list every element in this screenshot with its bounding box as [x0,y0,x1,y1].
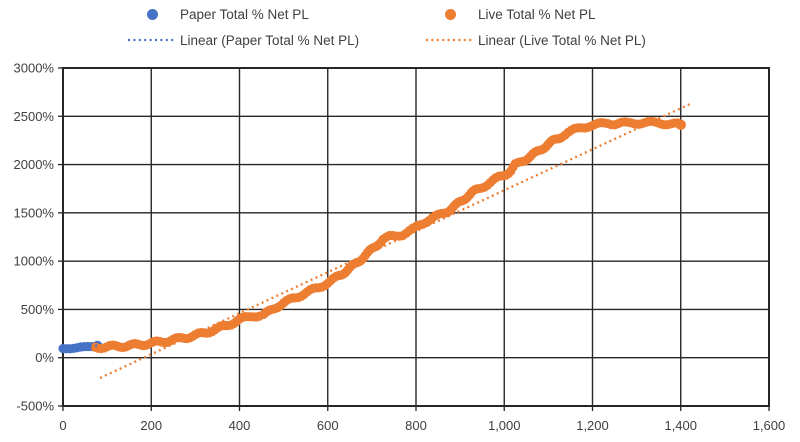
y-axis-tick-label: 3000% [14,61,55,76]
x-axis-tick-label: 200 [140,418,162,433]
legend-dot [444,8,456,20]
y-axis-tick-label: 1000% [14,254,55,269]
legend-marker-icon [425,7,475,21]
legend-marker-icon [127,7,177,21]
y-axis-tick-label: 500% [21,302,55,317]
y-axis-tick-label: 2500% [14,109,55,124]
legend-dash-sample [426,38,474,42]
x-axis-tick-label: 400 [229,418,251,433]
trendline-paper[interactable] [62,344,99,351]
legend-label: Linear (Live Total % Net PL) [478,32,646,48]
legend-dotted-line-icon [425,33,475,47]
x-axis-tick-label: 600 [317,418,339,433]
x-axis-tick-label: 1,400 [664,418,697,433]
legend-item-paper[interactable]: Paper Total % Net PL [127,2,309,26]
legend-item-live[interactable]: Live Total % Net PL [425,2,596,26]
x-axis-tick-label: 800 [405,418,427,433]
series-live[interactable] [90,116,686,354]
scatter-point [675,119,686,130]
chart-legend: Paper Total % Net PL Live Total % Net PL L… [0,0,800,56]
legend-item-linear-live[interactable]: Linear (Live Total % Net PL) [425,28,646,52]
y-axis-tick-label: 0% [35,350,54,365]
y-axis-tick-label: 2000% [14,157,55,172]
y-axis-tick-label: 1500% [14,205,55,220]
legend-label: Live Total % Net PL [478,6,596,22]
y-axis-tick-label: -500% [16,399,54,414]
legend-dash-sample [128,38,176,42]
x-axis-tick-label: 1,600 [753,418,786,433]
legend-item-linear-paper[interactable]: Linear (Paper Total % Net PL) [127,28,359,52]
trendline-live[interactable] [99,103,691,380]
x-axis-tick-label: 1,200 [576,418,609,433]
x-axis-tick-label: 1,000 [488,418,521,433]
legend-label: Paper Total % Net PL [180,6,309,22]
plot-border [62,67,770,407]
legend-label: Linear (Paper Total % Net PL) [180,32,360,48]
legend-dot [146,8,158,20]
legend-dotted-line-icon [127,33,177,47]
x-axis-tick-label: 0 [59,418,66,433]
